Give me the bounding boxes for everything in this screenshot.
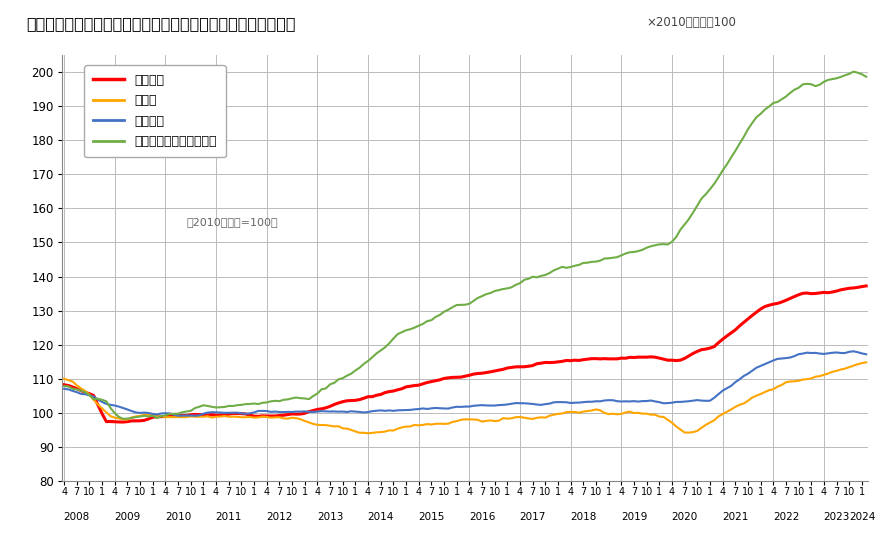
Text: 2017: 2017 [519, 512, 546, 522]
住宅総合 [223, 411, 234, 417]
Text: 2011: 2011 [215, 512, 242, 522]
Text: 2018: 2018 [571, 512, 596, 522]
住宅地 [362, 430, 373, 437]
Line: 戸建住宅: 戸建住宅 [64, 351, 867, 416]
マンション（区分所有） [848, 68, 859, 75]
戸建住宅 [637, 398, 648, 404]
Legend: 住宅総合, 住宅地, 戸建住宅, マンション（区分所有）: 住宅総合, 住宅地, 戸建住宅, マンション（区分所有） [84, 65, 226, 157]
戸建住宅 [502, 401, 513, 408]
Text: 2022: 2022 [773, 512, 799, 522]
Text: 2009: 2009 [114, 512, 141, 522]
戸建住宅 [861, 351, 872, 358]
住宅地 [637, 410, 648, 417]
マンション（区分所有） [118, 416, 128, 422]
住宅総合 [58, 381, 69, 388]
戸建住宅 [190, 412, 200, 419]
住宅地 [620, 409, 631, 416]
住宅総合 [861, 283, 872, 289]
Text: 2016: 2016 [469, 512, 495, 522]
住宅総合 [663, 357, 673, 363]
マンション（区分所有） [223, 403, 234, 409]
住宅地 [502, 415, 513, 422]
Text: 2023: 2023 [823, 512, 850, 522]
住宅総合 [502, 365, 513, 371]
Text: （2010年平均=100）: （2010年平均=100） [187, 217, 278, 228]
住宅地 [608, 410, 618, 417]
住宅総合 [637, 354, 648, 360]
Text: 2015: 2015 [418, 512, 445, 522]
Text: 2024: 2024 [849, 512, 875, 522]
住宅地 [219, 412, 229, 419]
Text: ＜不動産価格指数（住宅）（令和６年２月分・季節調整値）＞: ＜不動産価格指数（住宅）（令和６年２月分・季節調整値）＞ [27, 16, 296, 31]
住宅地 [663, 416, 673, 423]
Text: 2020: 2020 [672, 512, 698, 522]
住宅総合 [620, 355, 631, 362]
Text: 2014: 2014 [368, 512, 394, 522]
Line: 住宅地: 住宅地 [64, 362, 867, 433]
戸建住宅 [58, 386, 69, 392]
住宅総合 [118, 419, 128, 426]
マンション（区分所有） [620, 250, 631, 257]
Line: 住宅総合: 住宅総合 [64, 286, 867, 422]
戸建住宅 [608, 397, 618, 404]
戸建住宅 [620, 398, 631, 405]
マンション（区分所有） [608, 254, 618, 261]
Text: ×2010年平均＝100: ×2010年平均＝100 [647, 16, 736, 30]
Line: マンション（区分所有）: マンション（区分所有） [64, 72, 867, 419]
戸建住宅 [663, 400, 673, 406]
戸建住宅 [848, 348, 859, 354]
Text: 2008: 2008 [64, 512, 89, 522]
マンション（区分所有） [502, 285, 513, 292]
Text: 2019: 2019 [621, 512, 647, 522]
マンション（区分所有） [637, 247, 648, 253]
Text: 2013: 2013 [317, 512, 343, 522]
マンション（区分所有） [663, 241, 673, 248]
Text: 2021: 2021 [722, 512, 749, 522]
マンション（区分所有） [58, 383, 69, 389]
住宅総合 [608, 356, 618, 362]
住宅地 [861, 359, 872, 365]
マンション（区分所有） [861, 73, 872, 80]
戸建住宅 [223, 410, 234, 416]
Text: 2012: 2012 [266, 512, 292, 522]
Text: 2010: 2010 [165, 512, 191, 522]
住宅地 [58, 375, 69, 382]
